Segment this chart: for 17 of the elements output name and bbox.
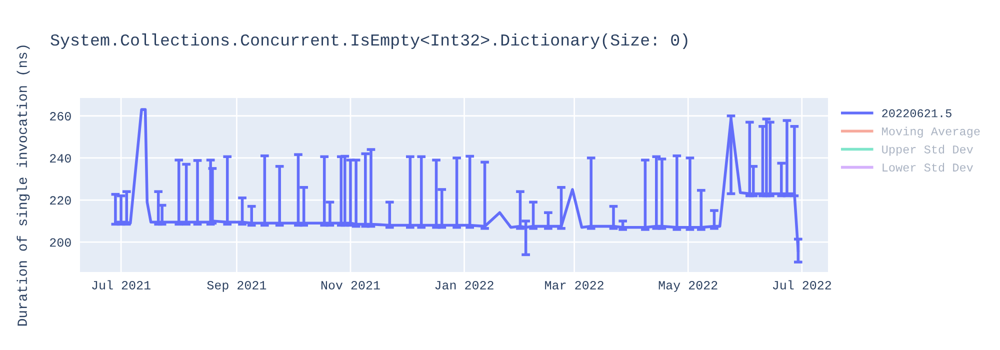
legend-label: 20220621.5: [882, 109, 952, 118]
x-tick-label: Jan 2022: [435, 280, 494, 290]
x-tick-label: May 2022: [658, 280, 718, 292]
legend-label: Lower Std Dev: [882, 162, 974, 172]
x-tick-label: Sep 2021: [207, 280, 266, 292]
x-tick-label: Jul 2022: [772, 280, 832, 290]
chart-title: System.Collections.Concurrent.IsEmpty<Int32>.Dictionary(Size: 0): [50, 33, 688, 49]
x-tick-label: Mar 2022: [545, 280, 604, 290]
x-tick-label: Nov 2021: [321, 280, 380, 290]
y-axis-title: Duration of single invocation (ns): [16, 46, 30, 326]
y-tick-label: 240: [50, 154, 71, 163]
legend-label: Upper Std Dev: [882, 144, 974, 156]
y-tick-label: 220: [50, 196, 71, 205]
y-tick-label: 200: [50, 238, 71, 247]
legend-label: Moving Average: [882, 126, 980, 138]
x-tick-label: Jul 2021: [92, 280, 150, 290]
y-tick-label: 260: [50, 112, 71, 121]
